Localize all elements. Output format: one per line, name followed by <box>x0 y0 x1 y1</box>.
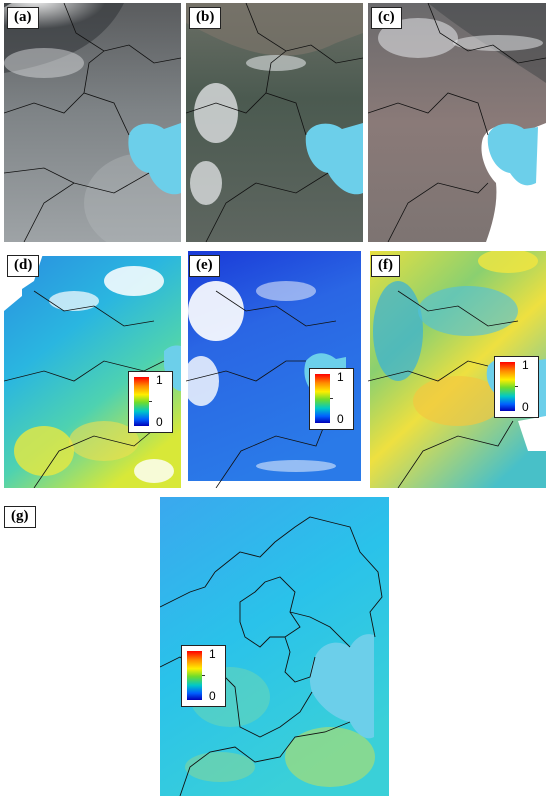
panel-f: (f) 1 0 <box>368 251 546 488</box>
panel-label-d: (d) <box>7 255 40 277</box>
panel-b: (b) <box>186 3 363 242</box>
satellite-image-c <box>368 3 546 242</box>
colorbar-ramp <box>187 651 202 700</box>
colorbar-max-label: 1 <box>209 647 216 661</box>
colorbar-max-label: 1 <box>522 358 529 372</box>
colorbar-min-label: 0 <box>209 689 216 703</box>
panel-c: (c) <box>368 3 546 242</box>
colorbar-max-label: 1 <box>337 370 344 384</box>
colorbar-min-label: 0 <box>522 400 529 414</box>
panel-label-b: (b) <box>189 7 222 29</box>
satellite-image-a <box>4 3 181 242</box>
panel-a: (a) <box>4 3 181 242</box>
colorbar-ramp <box>134 377 149 426</box>
index-map-d <box>4 251 181 488</box>
index-map-f <box>368 251 546 488</box>
panel-label-e: (e) <box>189 255 220 277</box>
panel-d: (d) 1 0 <box>4 251 181 488</box>
colorbar-e: 1 0 <box>309 368 354 430</box>
colorbar-ramp <box>500 362 515 411</box>
panel-label-g: (g) <box>4 506 36 528</box>
satellite-image-b <box>186 3 363 242</box>
colorbar-d: 1 0 <box>128 371 173 433</box>
colorbar-min-label: 0 <box>156 415 163 429</box>
colorbar-max-label: 1 <box>156 373 163 387</box>
colorbar-min-label: 0 <box>337 412 344 426</box>
colorbar-g: 1 0 <box>181 645 226 707</box>
panel-label-f: (f) <box>371 255 400 277</box>
panel-e: (e) 1 0 <box>186 251 363 488</box>
colorbar-ramp <box>315 374 330 423</box>
index-map-e <box>186 251 361 488</box>
panel-label-a: (a) <box>7 7 39 29</box>
panel-label-c: (c) <box>371 7 402 29</box>
panel-g: 1 0 <box>160 497 389 796</box>
colorbar-f: 1 0 <box>494 356 539 418</box>
